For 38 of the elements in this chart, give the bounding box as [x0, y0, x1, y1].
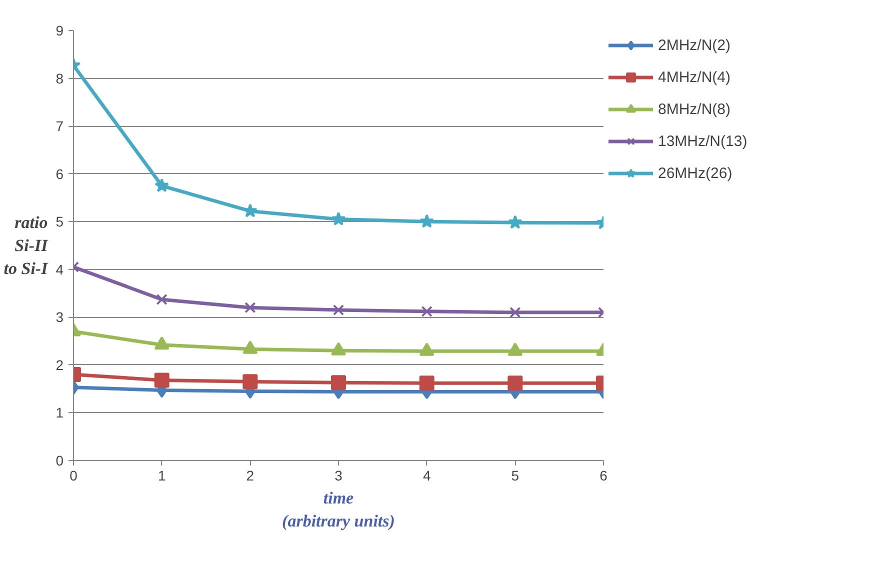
point [510, 306, 521, 318]
point [154, 372, 170, 388]
x-tick-label: 2 [246, 468, 254, 484]
point [508, 215, 522, 229]
x-tick-label: 4 [422, 468, 431, 484]
x-tick-label: 1 [158, 468, 166, 484]
legend-label: 8MHz/N(8) [658, 100, 731, 118]
legend-label: 2MHz/N(2) [658, 36, 731, 54]
point [154, 178, 170, 192]
point [331, 375, 346, 390]
y-tick-label: 6 [56, 166, 64, 182]
x-tick-label: 3 [334, 468, 343, 484]
y-tick-label: 7 [56, 118, 64, 134]
point [331, 212, 346, 226]
point [420, 214, 434, 228]
y-tick-label: 8 [56, 70, 64, 86]
point [421, 306, 432, 318]
point [508, 376, 523, 391]
legend-label: 13MHz/N(13) [658, 132, 748, 150]
y-axis-title: ratio Si-II to Si-I [4, 213, 50, 278]
x-tick-label: 5 [511, 468, 520, 484]
point [419, 376, 434, 391]
point [244, 302, 256, 314]
x-tick-label: 0 [70, 468, 78, 484]
x-tick-label: 6 [600, 468, 608, 484]
point [242, 374, 258, 390]
y-tick-label: 0 [56, 452, 64, 468]
legend-label: 4MHz/N(4) [658, 68, 731, 86]
legend-label: 26MHz(26) [658, 164, 732, 182]
x-axis-title: time (arbitrary units) [282, 488, 395, 530]
y-tick-label: 2 [56, 356, 64, 373]
y-tick-label: 1 [56, 404, 64, 421]
point [332, 304, 344, 316]
y-tick-label: 4 [56, 261, 64, 278]
y-tick-label: 5 [56, 214, 64, 230]
y-tick-label: 3 [56, 309, 64, 326]
point [156, 294, 168, 306]
y-tick-label: 9 [56, 22, 64, 38]
